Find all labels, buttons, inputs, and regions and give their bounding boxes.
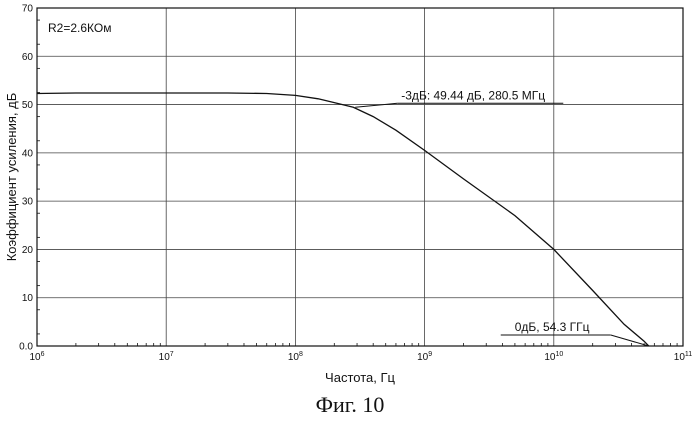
- plot-frame: [37, 8, 683, 346]
- legend-label: R2=2.6КОм: [48, 21, 111, 35]
- y-tick-label: 30: [22, 197, 34, 208]
- x-tick-label: 107: [159, 351, 174, 363]
- y-tick-labels: 0.0 10 20 30 40 50 60 70: [19, 4, 33, 353]
- x-axis-label: Частота, Гц: [325, 370, 395, 385]
- y-tick-label: 10: [22, 293, 34, 304]
- grid: [37, 8, 683, 346]
- x-tick-label: 1010: [544, 351, 563, 363]
- y-tick-label: 60: [22, 52, 34, 63]
- x-tick-label: 106: [29, 351, 44, 363]
- gain-curve: [37, 93, 649, 346]
- x-tick-label: 1011: [674, 351, 692, 363]
- figure-caption: Фиг. 10: [316, 392, 385, 417]
- y-tick-label: 70: [22, 4, 34, 15]
- x-tick-label: 109: [417, 351, 432, 363]
- x-tick-labels: 106 107 108 109 1010 1011: [29, 351, 692, 363]
- y-axis-label: Коэффициент усиления, дБ: [4, 93, 19, 262]
- annotations: -3дБ: 49.44 дБ, 280.5 МГц 0дБ, 54.3 ГГц: [355, 88, 648, 346]
- annotation-leader: [355, 103, 397, 107]
- y-tick-label: 20: [22, 245, 34, 256]
- y-tick-label: 40: [22, 148, 34, 159]
- y-tick-label: 50: [22, 100, 34, 111]
- annotation-3db: -3дБ: 49.44 дБ, 280.5 МГц: [401, 88, 545, 102]
- x-tick-label: 108: [288, 351, 303, 363]
- annotation-0db: 0дБ, 54.3 ГГц: [515, 320, 590, 334]
- y-tick-label: 0.0: [19, 342, 33, 353]
